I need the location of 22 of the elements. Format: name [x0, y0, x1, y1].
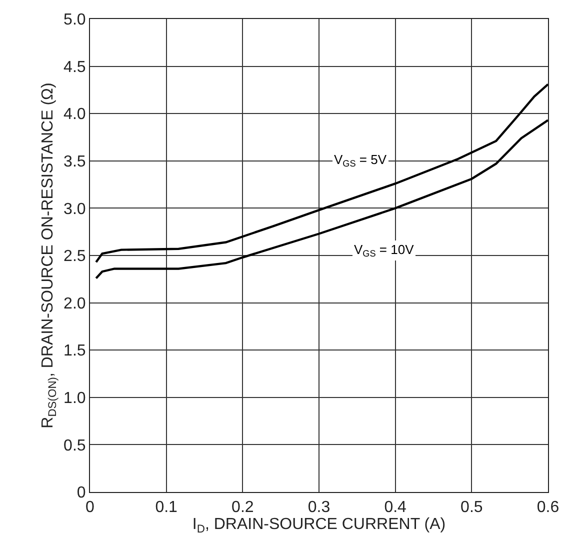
y-tick-label: 0.5 — [64, 437, 86, 454]
y-tick-label: 4.0 — [64, 106, 86, 124]
x-tick-label: 0.3 — [308, 499, 330, 516]
x-tick-label: 0.1 — [155, 499, 178, 516]
y-tick-label: 0 — [76, 484, 86, 502]
y-tick-label: 3.0 — [64, 200, 86, 218]
y-tick-label: 1.5 — [64, 342, 86, 360]
x-tick-label: 0.2 — [232, 499, 254, 516]
series-label: V$_{GS}$ = 5V — [334, 152, 387, 169]
line-series — [95, 119, 548, 280]
y-tick-label: 2.0 — [64, 295, 86, 312]
x-tick-label: 0.5 — [460, 499, 483, 516]
line-series — [95, 83, 548, 264]
y-tick-label: 4.5 — [64, 58, 86, 76]
x-axis-title: I$_{D}$, DRAIN-SOURCE CURRENT (A) — [192, 516, 446, 536]
x-tick-label: 0.4 — [384, 499, 407, 516]
y-tick-label: 2.5 — [64, 248, 86, 266]
series-label: V$_{GS}$ = 10V — [354, 242, 414, 259]
y-tick-label: 1.0 — [64, 390, 86, 407]
x-tick-label: 0.6 — [536, 499, 560, 516]
y-tick-label: 3.5 — [64, 154, 86, 170]
y-tick-label: 5.0 — [64, 12, 86, 29]
